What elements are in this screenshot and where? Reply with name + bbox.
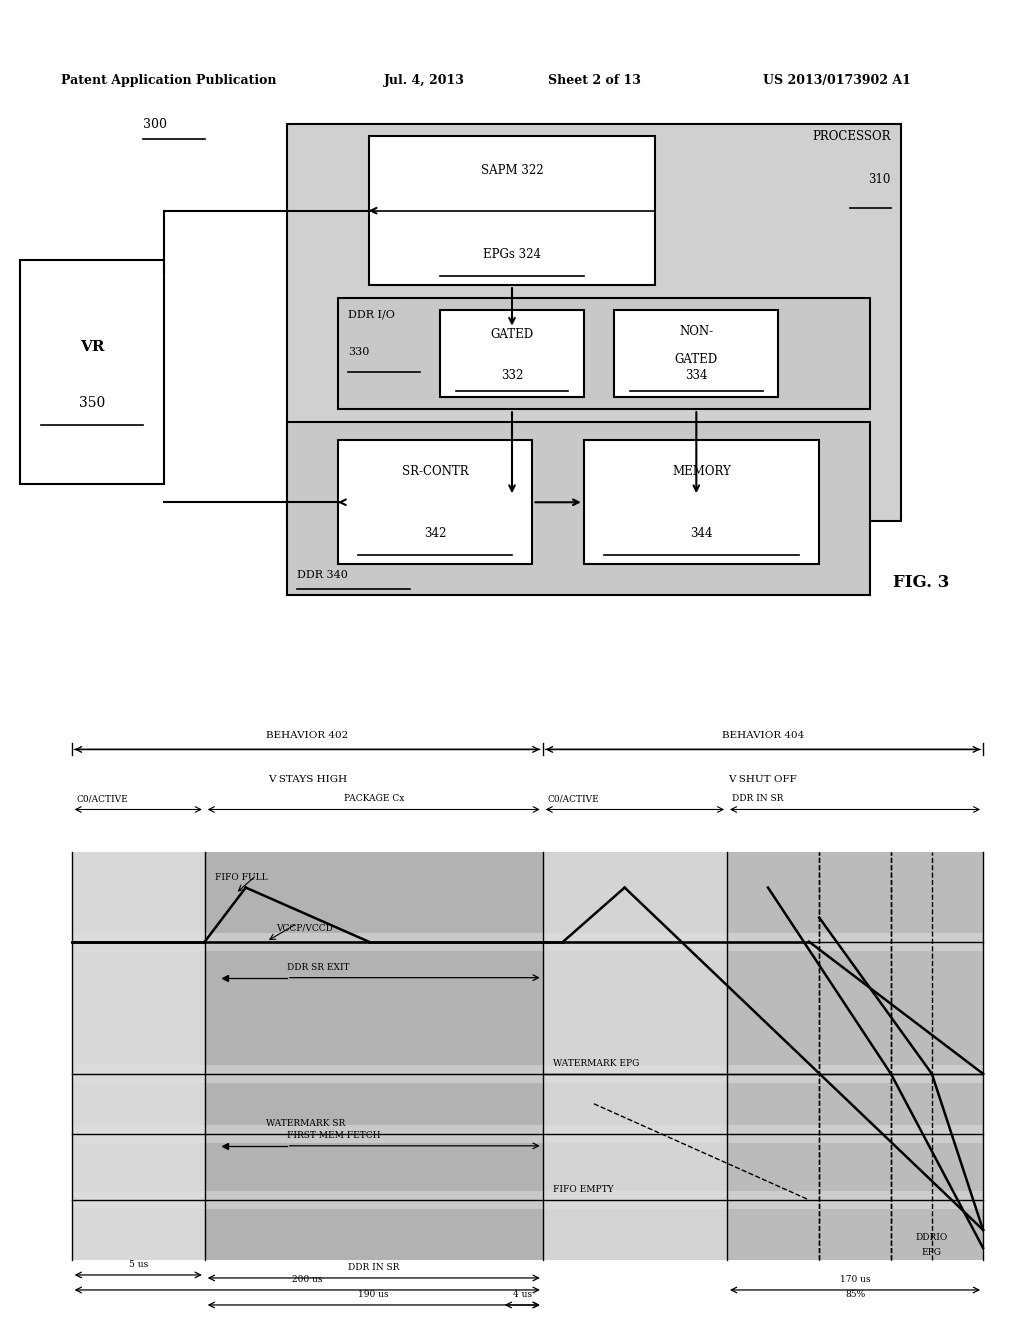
Text: SAPM 322: SAPM 322: [480, 164, 544, 177]
Bar: [20, 260, 164, 483]
Bar: [584, 440, 819, 565]
Text: DDR I/O: DDR I/O: [348, 310, 395, 319]
Bar: [727, 851, 983, 1259]
Bar: [287, 124, 901, 521]
Text: GATED: GATED: [675, 352, 718, 366]
Text: BEHAVIOR 402: BEHAVIOR 402: [266, 731, 348, 741]
Text: FIG. 3: FIG. 3: [893, 574, 950, 591]
Text: 342: 342: [424, 527, 446, 540]
Text: EPGs 324: EPGs 324: [483, 248, 541, 260]
Text: FIRST MEM FETCH: FIRST MEM FETCH: [287, 1131, 380, 1139]
Bar: [72, 851, 205, 1259]
Text: PROCESSOR: PROCESSOR: [812, 131, 891, 143]
Text: BEHAVIOR 404: BEHAVIOR 404: [722, 731, 804, 741]
Text: FIFO FULL: FIFO FULL: [215, 873, 267, 882]
Text: 332: 332: [501, 368, 523, 381]
Text: NON-: NON-: [679, 325, 714, 338]
Text: 344: 344: [690, 527, 713, 540]
Text: 190 us: 190 us: [358, 1290, 389, 1299]
Bar: [205, 851, 543, 1259]
Bar: [369, 136, 655, 285]
Text: SR-CONTR: SR-CONTR: [401, 465, 469, 478]
Bar: [72, 1191, 983, 1209]
Text: DDR SR EXIT: DDR SR EXIT: [287, 962, 349, 972]
Bar: [72, 851, 983, 1259]
Text: DDR IN SR: DDR IN SR: [348, 1263, 399, 1272]
Bar: [72, 933, 983, 950]
Bar: [72, 1065, 983, 1082]
Text: 5 us: 5 us: [129, 1261, 147, 1269]
Text: 310: 310: [868, 173, 891, 186]
Text: 85%: 85%: [845, 1290, 865, 1299]
Text: DDRIO: DDRIO: [915, 1233, 948, 1242]
Text: C0/ACTIVE: C0/ACTIVE: [77, 795, 129, 804]
Text: VCCP/VCCD: VCCP/VCCD: [276, 924, 334, 933]
Text: Sheet 2 of 13: Sheet 2 of 13: [548, 74, 641, 87]
Text: WATERMARK SR: WATERMARK SR: [266, 1119, 345, 1127]
Bar: [614, 310, 778, 397]
Text: EPG: EPG: [922, 1247, 942, 1257]
Text: GATED: GATED: [490, 329, 534, 342]
Text: 334: 334: [685, 368, 708, 381]
Bar: [543, 851, 727, 1259]
Text: 350: 350: [79, 396, 105, 411]
Text: Patent Application Publication: Patent Application Publication: [61, 74, 276, 87]
Text: Jul. 4, 2013: Jul. 4, 2013: [384, 74, 465, 87]
Text: 330: 330: [348, 347, 370, 358]
Text: 300: 300: [143, 117, 167, 131]
Text: FIFO EMPTY: FIFO EMPTY: [553, 1185, 613, 1193]
Bar: [287, 421, 870, 595]
Text: V STAYS HIGH: V STAYS HIGH: [267, 775, 347, 784]
Bar: [338, 297, 870, 409]
Text: DDR IN SR: DDR IN SR: [732, 795, 783, 804]
Bar: [72, 1125, 983, 1143]
Text: PACKAGE Cx: PACKAGE Cx: [344, 795, 403, 804]
Text: US 2013/0173902 A1: US 2013/0173902 A1: [763, 74, 910, 87]
Text: 170 us: 170 us: [840, 1275, 870, 1284]
Bar: [440, 310, 584, 397]
Text: DDR 340: DDR 340: [297, 570, 348, 579]
Text: MEMORY: MEMORY: [672, 465, 731, 478]
Bar: [338, 440, 532, 565]
Text: WATERMARK EPG: WATERMARK EPG: [553, 1059, 639, 1068]
Text: V SHUT OFF: V SHUT OFF: [728, 775, 798, 784]
Text: C0/ACTIVE: C0/ACTIVE: [548, 795, 600, 804]
Text: 4 us: 4 us: [513, 1290, 531, 1299]
Text: VR: VR: [80, 341, 104, 354]
Text: 200 us: 200 us: [292, 1275, 323, 1284]
